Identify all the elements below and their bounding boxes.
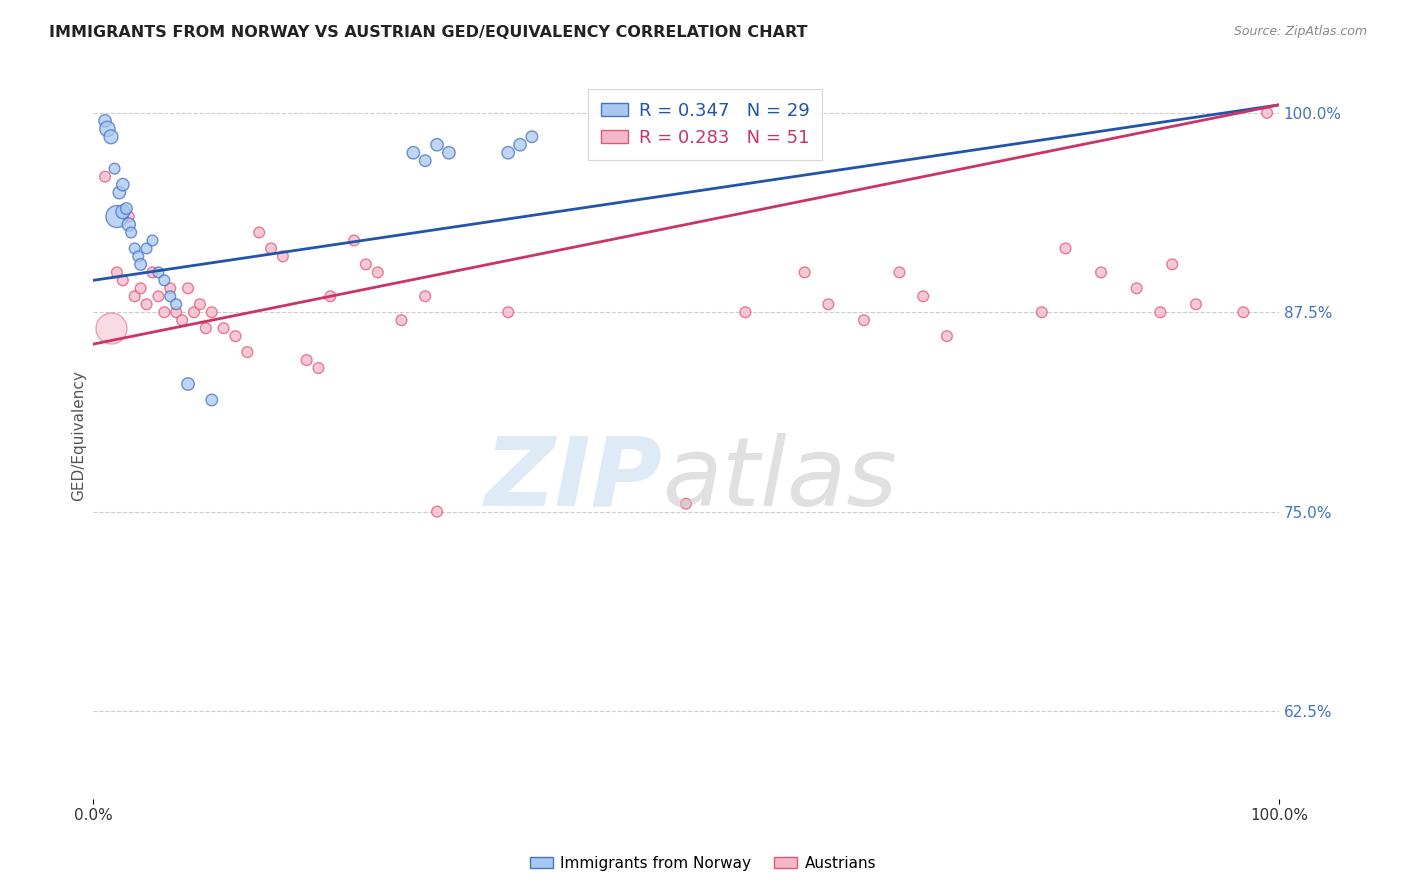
Point [793, 265, 815, 279]
Point [437, 145, 460, 160]
Point [177, 377, 200, 392]
Point [111, 204, 134, 219]
Point [159, 289, 181, 303]
Point [135, 242, 157, 256]
Point [402, 145, 425, 160]
Point [271, 249, 294, 263]
Y-axis label: GED/Equivalency: GED/Equivalency [72, 370, 86, 501]
Point [111, 273, 134, 287]
Point [319, 289, 342, 303]
Point [96, 121, 118, 136]
Legend: R = 0.347   N = 29, R = 0.283   N = 51: R = 0.347 N = 29, R = 0.283 N = 51 [588, 89, 823, 160]
Point [496, 305, 519, 319]
Point [177, 281, 200, 295]
Point [1256, 106, 1278, 120]
Text: IMMIGRANTS FROM NORWAY VS AUSTRIAN GED/EQUIVALENCY CORRELATION CHART: IMMIGRANTS FROM NORWAY VS AUSTRIAN GED/E… [49, 25, 807, 40]
Point [94, 113, 117, 128]
Point [124, 242, 146, 256]
Point [124, 289, 146, 303]
Point [817, 297, 839, 311]
Point [165, 305, 187, 319]
Point [734, 305, 756, 319]
Point [260, 242, 283, 256]
Point [148, 265, 170, 279]
Point [1149, 305, 1171, 319]
Point [153, 273, 176, 287]
Point [159, 281, 181, 295]
Point [1232, 305, 1254, 319]
Point [188, 297, 211, 311]
Point [94, 169, 117, 184]
Point [1031, 305, 1053, 319]
Point [308, 361, 330, 376]
Point [1185, 297, 1208, 311]
Point [212, 321, 235, 335]
Point [118, 218, 141, 232]
Point [183, 305, 205, 319]
Point [1125, 281, 1147, 295]
Point [1054, 242, 1077, 256]
Point [236, 345, 259, 359]
Point [413, 153, 436, 168]
Point [135, 297, 157, 311]
Text: atlas: atlas [662, 433, 897, 526]
Point [675, 497, 697, 511]
Point [127, 249, 149, 263]
Point [367, 265, 389, 279]
Point [391, 313, 413, 327]
Point [1090, 265, 1112, 279]
Point [105, 210, 128, 224]
Point [201, 305, 224, 319]
Point [509, 137, 531, 152]
Point [194, 321, 217, 335]
Point [103, 161, 125, 176]
Point [889, 265, 911, 279]
Point [247, 226, 270, 240]
Point [224, 329, 246, 343]
Point [141, 234, 163, 248]
Legend: Immigrants from Norway, Austrians: Immigrants from Norway, Austrians [523, 850, 883, 877]
Point [153, 305, 176, 319]
Point [172, 313, 194, 327]
Point [129, 257, 152, 271]
Point [426, 505, 449, 519]
Text: ZIP: ZIP [485, 433, 662, 526]
Point [201, 392, 224, 407]
Point [115, 202, 138, 216]
Text: Source: ZipAtlas.com: Source: ZipAtlas.com [1233, 25, 1367, 38]
Point [413, 289, 436, 303]
Point [520, 129, 543, 144]
Point [105, 265, 128, 279]
Point [141, 265, 163, 279]
Point [165, 297, 187, 311]
Point [100, 321, 122, 335]
Point [120, 226, 142, 240]
Point [1161, 257, 1184, 271]
Point [111, 178, 134, 192]
Point [912, 289, 935, 303]
Point [935, 329, 957, 343]
Point [496, 145, 519, 160]
Point [100, 129, 122, 144]
Point [343, 234, 366, 248]
Point [129, 281, 152, 295]
Point [108, 186, 131, 200]
Point [148, 289, 170, 303]
Point [426, 137, 449, 152]
Point [354, 257, 377, 271]
Point [118, 210, 141, 224]
Point [295, 353, 318, 368]
Point [852, 313, 875, 327]
